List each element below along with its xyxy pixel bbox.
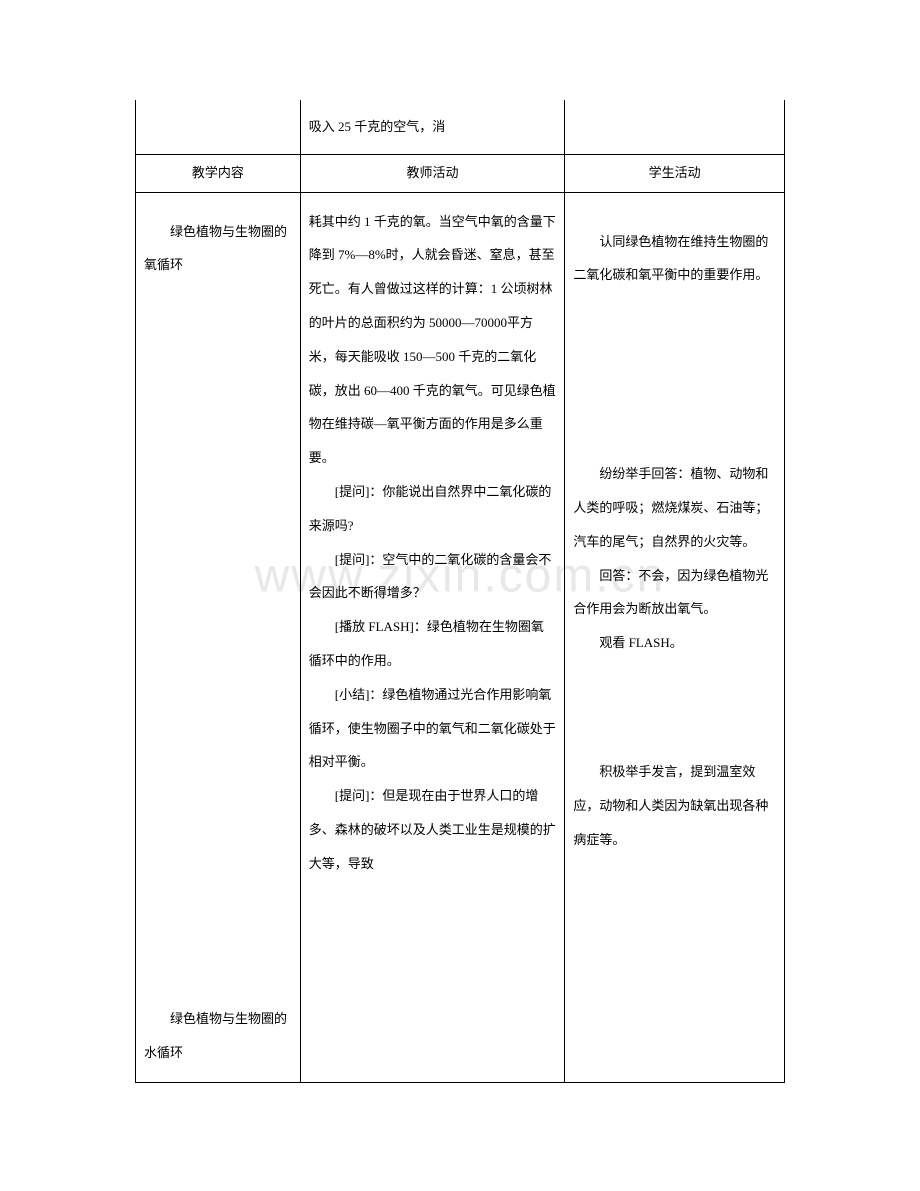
teacher-summary: [小结]：绿色植物通过光合作用影响氧循环，使生物圈子中的氧气和二氧化碳处于相对平… (309, 678, 557, 779)
teacher-question-1: [提问]：你能说出自然界中二氧化碳的来源吗? (309, 475, 557, 543)
table-header-row: 教学内容 教师活动 学生活动 (136, 154, 785, 192)
student-activity-cell: 认同绿色植物在维持生物圈的二氧化碳和氧平衡中的重要作用。 纷纷举手回答：植物、动… (565, 192, 785, 1082)
student-text-4: 观看 FLASH。 (573, 626, 776, 660)
teacher-question-2: [提问]：空气中的二氧化碳的含量会不会因此不断得增多？ (309, 543, 557, 611)
teacher-activity-cell: 耗其中约 1 千克的氧。当空气中氧的含量下降到 7%—8%时，人就会昏迷、窒息，… (300, 192, 565, 1082)
student-text-1: 认同绿色植物在维持生物圈的二氧化碳和氧平衡中的重要作用。 (573, 225, 776, 293)
student-text-5: 积极举手发言，提到温室效应，动物和人类因为缺氧出现各种病症等。 (573, 755, 776, 856)
student-text-2: 纷纷举手回答：植物、动物和人类的呼吸；燃烧煤炭、石油等；汽车的尾气；自然界的火灾… (573, 457, 776, 558)
teacher-text-1: 耗其中约 1 千克的氧。当空气中氧的含量下降到 7%—8%时，人就会昏迷、窒息，… (309, 205, 557, 475)
header-student: 学生活动 (565, 154, 785, 192)
header-teacher: 教师活动 (300, 154, 565, 192)
table-content-row: 绿色植物与生物圈的氧循环 绿色植物与生物圈的水循环 耗其中约 1 千克的氧。当空… (136, 192, 785, 1082)
topic-oxygen-cycle: 绿色植物与生物圈的氧循环 (144, 215, 292, 283)
teacher-flash: [播放 FLASH]：绿色植物在生物圈氧循环中的作用。 (309, 610, 557, 678)
teacher-question-3: [提问]：但是现在由于世界人口的增多、森林的破坏以及人类工业生是规模的扩大等，导… (309, 779, 557, 880)
lesson-plan-table: 吸入 25 千克的空气，消 教学内容 教师活动 学生活动 绿色植物与生物圈的氧循… (135, 100, 785, 1083)
table-row: 吸入 25 千克的空气，消 (136, 100, 785, 154)
student-text-3: 回答：不会，因为绿色植物光合作用会为断放出氧气。 (573, 559, 776, 627)
cell-topleft (136, 100, 301, 154)
content-topic-cell: 绿色植物与生物圈的氧循环 绿色植物与生物圈的水循环 (136, 192, 301, 1082)
cell-topmid: 吸入 25 千克的空气，消 (300, 100, 565, 154)
header-content: 教学内容 (136, 154, 301, 192)
topic-water-cycle: 绿色植物与生物圈的水循环 (144, 1002, 292, 1070)
cell-topright (565, 100, 785, 154)
